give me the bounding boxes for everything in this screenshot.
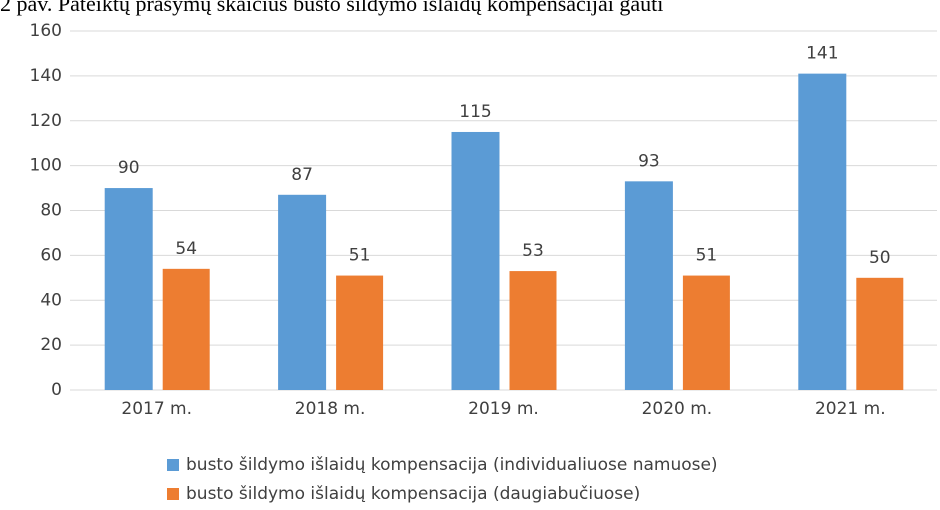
x-tick-label: 2020 m. [642, 399, 713, 419]
data-label: 141 [806, 44, 838, 64]
bar [451, 131, 500, 390]
y-tick-label: 40 [40, 290, 62, 310]
bar [162, 268, 210, 390]
bar [509, 271, 557, 390]
bar [624, 181, 673, 390]
x-tick-label: 2021 m. [815, 399, 886, 419]
y-tick-label: 0 [51, 380, 62, 400]
y-tick-label: 100 [30, 156, 62, 176]
legend-label: busto šildymo išlaidų kompensacija (indi… [186, 455, 718, 475]
bar [798, 73, 847, 390]
data-label: 87 [291, 165, 313, 185]
x-tick-label: 2018 m. [295, 399, 366, 419]
data-label: 53 [522, 241, 544, 261]
bar [682, 275, 730, 390]
y-tick-label: 60 [40, 245, 62, 265]
x-tick-label: 2019 m. [468, 399, 539, 419]
legend-label: busto šildymo išlaidų kompensacija (daug… [186, 484, 640, 504]
y-tick-label: 80 [40, 201, 62, 221]
y-tick-label: 120 [30, 111, 62, 131]
bar [856, 277, 904, 390]
bar [278, 194, 327, 390]
data-label: 93 [638, 151, 660, 171]
bar [104, 188, 153, 390]
bar [336, 275, 384, 390]
y-tick-label: 140 [30, 66, 62, 86]
chart-title: 2 pav. Pateiktų prašymų skaičius būsto š… [0, 0, 663, 16]
data-label: 54 [175, 239, 197, 259]
x-tick-label: 2017 m. [121, 399, 192, 419]
data-label: 50 [869, 248, 891, 268]
data-label: 115 [459, 102, 491, 122]
y-tick-label: 20 [40, 335, 62, 355]
data-label: 51 [696, 246, 718, 266]
legend-swatch [167, 459, 179, 471]
data-label: 51 [349, 246, 371, 266]
legend-swatch [167, 488, 179, 500]
y-tick-label: 160 [30, 21, 62, 41]
data-label: 90 [118, 158, 140, 178]
